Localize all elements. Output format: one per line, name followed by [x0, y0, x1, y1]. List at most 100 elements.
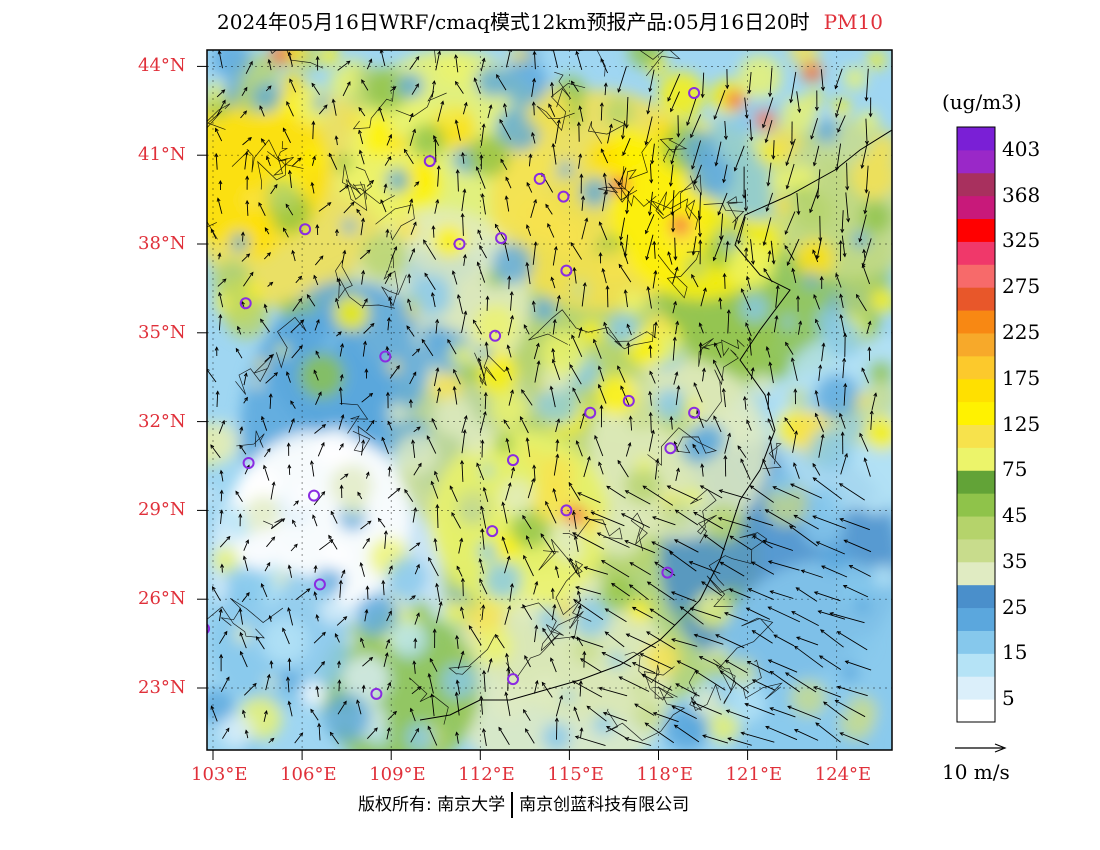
colorbar-bin-2	[957, 653, 995, 677]
colorbar-bin-1	[957, 676, 995, 700]
lon-label-7: 124°E	[814, 764, 872, 785]
colorbar-bin-5	[957, 584, 995, 609]
colorbar-label-2: 25	[1002, 594, 1028, 619]
city-marker-18	[560, 504, 573, 517]
city-marker-23	[370, 687, 383, 700]
colorbar-bin-18	[957, 287, 995, 311]
colorbar-bin-24	[957, 149, 995, 174]
colorbar-bin-25	[957, 127, 995, 151]
copyright-owner: 版权所有: 南京大学	[358, 795, 506, 815]
city-marker-0	[688, 87, 701, 99]
lat-label-5: 38°N	[138, 233, 186, 254]
map-area	[207, 50, 892, 750]
city-marker-9	[489, 329, 502, 342]
colorbar-bin-7	[957, 538, 995, 563]
colorbar-bin-23	[957, 172, 995, 197]
colorbar-bin-6	[957, 561, 995, 586]
lon-label-0: 103°E	[191, 764, 248, 785]
city-marker-6	[495, 232, 508, 245]
colorbar-bin-20	[957, 241, 995, 265]
colorbar-label-1: 15	[1002, 640, 1028, 665]
map-title: 2024年05月16日WRF/cmaq模式12km预报产品:05月16日20时 P…	[0, 6, 1100, 35]
city-marker-14	[664, 442, 677, 455]
colorbar-bin-17	[957, 310, 995, 334]
colorbar-label-11: 368	[1002, 182, 1041, 207]
copyright-footer: 版权所有: 南京大学 南京创蓝科技有限公司	[358, 790, 689, 818]
city-marker-12	[584, 406, 597, 419]
lon-label-3: 112°E	[458, 764, 515, 785]
colorbar-bin-4	[957, 607, 995, 631]
colorbar-label-3: 35	[1002, 548, 1028, 573]
colorbar-units: (ug/m3)	[942, 90, 1022, 114]
colorbar-label-8: 225	[1002, 319, 1041, 344]
colorbar	[956, 126, 996, 723]
colorbar-label-4: 45	[1002, 503, 1028, 528]
colorbar-bin-19	[957, 264, 995, 288]
colorbar-bin-21	[957, 218, 995, 242]
colorbar-label-0: 5	[1002, 686, 1015, 711]
colorbar-bin-8	[957, 516, 995, 540]
lat-label-1: 26°N	[138, 588, 186, 610]
city-marker-24	[507, 673, 519, 686]
colorbar-bin-3	[957, 630, 995, 654]
city-marker-11	[622, 394, 635, 407]
colorbar-bin-0	[957, 699, 995, 723]
colorbar-bin-13	[957, 401, 995, 425]
lon-label-5: 118°E	[636, 764, 694, 785]
wind-reference-arrow	[955, 743, 1007, 753]
colorbar-label-7: 175	[1002, 365, 1041, 390]
city-marker-8	[239, 297, 252, 310]
city-marker-20	[661, 566, 674, 579]
city-marker-15	[242, 457, 255, 469]
city-marker-5	[453, 238, 466, 250]
lat-label-0: 23°N	[138, 677, 186, 698]
lat-label-2: 29°N	[138, 499, 186, 521]
lat-label-3: 32°N	[138, 410, 186, 432]
city-marker-7	[560, 264, 573, 277]
city-marker-3	[557, 190, 570, 203]
city-marker-19	[486, 525, 499, 538]
city-markers	[207, 87, 701, 700]
colorbar-bin-12	[957, 424, 995, 448]
colorbar-bin-22	[957, 195, 995, 220]
wind-reference-label: 10 m/s	[942, 760, 1010, 784]
colorbar-label-6: 125	[1002, 411, 1041, 436]
colorbar-label-10: 325	[1002, 228, 1041, 253]
lat-label-7: 44°N	[138, 55, 186, 77]
city-marker-1	[423, 155, 436, 168]
province-borders	[207, 50, 892, 741]
colorbar-label-5: 75	[1002, 457, 1028, 482]
colorbar-bin-16	[957, 332, 995, 357]
graticule	[207, 50, 892, 750]
city-marker-22	[207, 623, 211, 635]
city-marker-17	[308, 489, 320, 502]
city-marker-4	[299, 223, 312, 236]
lon-label-6: 121°E	[725, 764, 783, 785]
pollutant-name: PM10	[823, 10, 883, 34]
axis-ticks	[197, 65, 838, 760]
copyright-separator	[511, 792, 514, 818]
concentration-field	[207, 50, 892, 750]
title-text: 2024年05月16日WRF/cmaq模式12km预报产品:05月16日20时	[217, 10, 810, 34]
city-marker-21	[313, 578, 326, 591]
lon-label-2: 109°E	[369, 764, 426, 785]
lon-label-4: 115°E	[547, 764, 604, 785]
colorbar-bin-15	[957, 355, 995, 380]
city-marker-13	[688, 406, 701, 419]
colorbar-label-9: 275	[1002, 274, 1041, 299]
lat-label-4: 35°N	[138, 321, 186, 343]
map-frame	[206, 49, 893, 751]
colorbar-bin-14	[957, 378, 995, 403]
colorbar-bin-9	[957, 493, 995, 517]
colorbar-label-12: 403	[1002, 136, 1041, 161]
wind-vectors	[207, 50, 878, 747]
copyright-company: 南京创蓝科技有限公司	[519, 795, 690, 815]
city-marker-16	[507, 454, 519, 467]
lon-label-1: 106°E	[280, 764, 337, 785]
colorbar-bin-11	[957, 447, 995, 471]
colorbar-bin-10	[957, 470, 995, 494]
city-marker-2	[533, 172, 546, 185]
city-marker-10	[379, 350, 392, 363]
lat-label-6: 41°N	[138, 144, 186, 166]
